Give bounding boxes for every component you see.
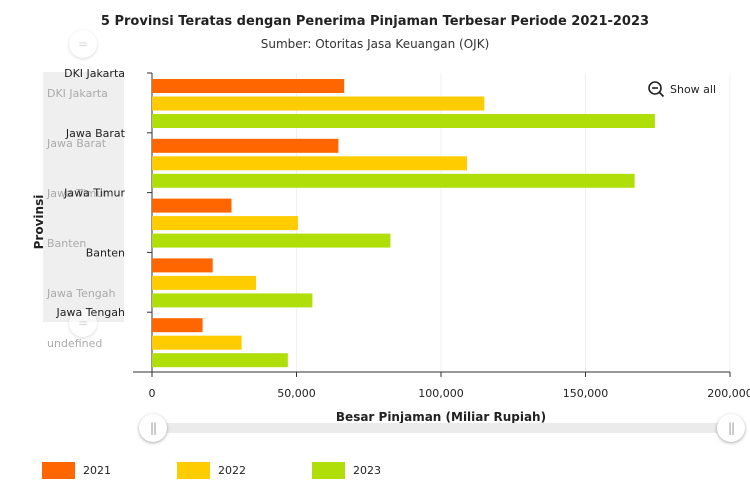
bar-2021-dki-jakarta (152, 79, 345, 93)
legend-item-2023[interactable]: 2023 (312, 462, 381, 479)
bar-2021-jawa-timur (152, 198, 232, 213)
y-tick-label: Banten (86, 246, 125, 259)
bar-2022-jawa-barat (152, 156, 468, 171)
show-all-button[interactable]: Show all (648, 81, 716, 98)
scrollbar-preview-label: DKI Jakarta (47, 87, 108, 100)
x-tick-label: 0 (149, 387, 156, 400)
show-all-label: Show all (670, 83, 717, 96)
chart-subtitle: Sumber: Otoritas Jasa Keuangan (OJK) (260, 37, 490, 51)
bar-2022-jawa-timur (152, 216, 298, 231)
y-tick-label: Jawa Barat (65, 127, 126, 140)
bar-2023-banten (152, 293, 313, 308)
vertical-scroll-handle-bottom[interactable]: = (69, 309, 97, 337)
legend-label: 2023 (353, 464, 381, 477)
bar-2023-jawa-timur (152, 233, 391, 248)
horizontal-scrollbar-track[interactable] (152, 423, 732, 433)
bar-2022-banten (152, 275, 257, 290)
horizontal-scroll-handle-right[interactable]: || (717, 414, 745, 442)
chart-title: 5 Provinsi Teratas dengan Penerima Pinja… (100, 14, 650, 29)
scrollbar-preview-label: Jawa Tengah (47, 287, 116, 300)
x-tick-label: 150,000 (563, 387, 609, 400)
legend-item-2022[interactable]: 2022 (177, 462, 246, 479)
y-tick-label: Jawa Tengah (55, 306, 125, 319)
vertical-scroll-handle-top[interactable]: = (69, 30, 97, 58)
legend-swatch (312, 462, 345, 479)
bar-2021-jawa-barat (152, 138, 339, 153)
legend-swatch (177, 462, 210, 479)
vertical-scrollbar-track[interactable] (43, 72, 124, 322)
bar-2022-jawa-tengah (152, 335, 242, 350)
y-tick-label: DKI Jakarta (64, 67, 125, 80)
x-tick-label: 200,000 (707, 387, 750, 400)
scrollbar-preview-label: Jawa Barat (47, 137, 107, 150)
bar-2023-dki-jakarta (152, 114, 655, 128)
scrollbar-preview-label: undefined (47, 337, 103, 350)
bar-2022-dki-jakarta (152, 96, 485, 111)
x-tick-label: 100,000 (418, 387, 464, 400)
y-axis-title: Provinsi (32, 195, 46, 250)
x-axis-title: Besar Pinjaman (Miliar Rupiah) (336, 410, 546, 424)
bar-2021-banten (152, 258, 213, 273)
bar-2023-jawa-tengah (152, 353, 288, 368)
zoom-out-icon (648, 81, 665, 98)
bar-2021-jawa-tengah (152, 318, 203, 333)
legend-swatch (42, 462, 75, 479)
horizontal-scroll-handle-left[interactable]: || (139, 414, 167, 442)
scrollbar-preview-label: Banten (47, 237, 87, 250)
bar-2023-jawa-barat (152, 173, 635, 188)
legend-label: 2022 (218, 464, 246, 477)
legend-label: 2021 (83, 464, 111, 477)
y-tick-label: Jawa Timur (63, 187, 125, 200)
legend-item-2021[interactable]: 2021 (42, 462, 111, 479)
x-tick-label: 50,000 (277, 387, 316, 400)
scrollbar-preview-label: Jawa Timur (47, 187, 108, 200)
